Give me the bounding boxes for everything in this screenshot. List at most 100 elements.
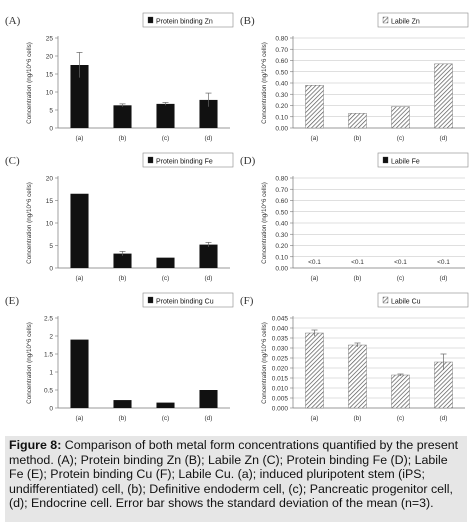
legend-label: Labile Zn <box>391 19 420 26</box>
bar-b <box>113 105 132 128</box>
x-tick-label: (d) <box>440 135 448 142</box>
y-tick-label: 0.50 <box>275 69 288 76</box>
y-axis-label: Concentration (ng/10^6 cells) <box>26 322 33 404</box>
panel-label: (F) <box>240 295 254 307</box>
panel-label: (C) <box>5 155 20 167</box>
y-tick-label: 0.70 <box>275 47 288 54</box>
legend: Protein binding Fe <box>142 152 234 168</box>
legend-label: Protein binding Zn <box>156 19 213 26</box>
bar-b <box>348 344 367 409</box>
legend: Labile Fe <box>377 152 469 168</box>
x-tick-label: (c) <box>162 135 170 142</box>
legend-label: Labile Cu <box>391 299 421 306</box>
legend-label: Protein binding Cu <box>156 299 214 306</box>
chart-panel-c: (C) Protein binding Fe 0 5 10 15 20 Concentrati… <box>5 152 234 282</box>
y-tick-label: 0.030 <box>272 346 289 353</box>
chart-panel-b: (B) Labile Zn 0.00 0.10 0.20 0.30 0.40 0.50 0.60… <box>240 12 469 142</box>
y-tick-label: 2 <box>49 334 53 341</box>
y-tick-label: 0.80 <box>275 36 288 43</box>
x-tick-label: (c) <box>397 135 405 142</box>
chart-panel-e: (E) Protein binding Cu 0 0.5 1 1.5 2 2.5 Concent… <box>5 292 234 422</box>
y-tick-label: 0.5 <box>44 388 53 395</box>
legend-swatch <box>382 296 389 304</box>
bar-a <box>305 85 324 129</box>
y-tick-label: 10 <box>46 221 54 228</box>
bar-c <box>156 257 175 268</box>
y-tick-label: 0 <box>49 406 53 413</box>
x-tick-label: (b) <box>354 135 362 142</box>
chart-panel-d: (D) Labile Fe 0.00 0.10 0.20 0.30 0.40 0.50 0.60… <box>240 152 469 282</box>
y-tick-label: 0.020 <box>272 366 289 373</box>
y-tick-label: 0.040 <box>272 326 289 333</box>
caption-text: Comparison of both metal form concentrat… <box>9 438 459 510</box>
bar-a <box>70 65 89 128</box>
legend-swatch <box>147 156 154 164</box>
y-axis-label: Concentration (ng/10^6 cells) <box>26 182 33 264</box>
bar-c <box>391 374 410 409</box>
legend-swatch <box>147 296 154 304</box>
value-label: <0.1 <box>351 259 364 266</box>
y-axis-label: Concentration (ng/10^6 cells) <box>261 182 268 264</box>
y-tick-label: 0.000 <box>272 406 289 413</box>
y-tick-label: 5 <box>49 243 53 250</box>
panel-label: (B) <box>240 15 255 27</box>
x-tick-label: (c) <box>397 415 405 422</box>
legend-swatch <box>382 16 389 24</box>
bar-a <box>70 193 89 268</box>
y-tick-label: 0.045 <box>272 316 289 323</box>
panel-label: (D) <box>240 155 256 167</box>
y-tick-label: 1.5 <box>44 352 53 359</box>
x-tick-label: (c) <box>162 415 170 422</box>
x-tick-label: (d) <box>440 415 448 422</box>
bar-b <box>348 113 367 129</box>
x-tick-label: (b) <box>354 275 362 282</box>
panel-label: (E) <box>5 295 19 307</box>
x-tick-label: (b) <box>119 275 127 282</box>
caption-title: Figure 8: <box>9 438 62 452</box>
chart-panel-a: (A) Protein binding Zn 0 5 10 15 20 25 Concentra… <box>5 12 234 142</box>
y-tick-label: 0.40 <box>275 81 288 88</box>
value-label: <0.1 <box>394 259 407 266</box>
legend: Protein binding Cu <box>142 292 234 308</box>
x-tick-label: (a) <box>76 415 84 422</box>
y-tick-label: 0.025 <box>272 356 289 363</box>
y-tick-label: 0.00 <box>275 266 288 273</box>
chart-panel-f: (F) Labile Cu 0.000 0.005 0.010 0.015 0.020 0.0… <box>240 292 469 422</box>
bar-d <box>199 390 218 408</box>
legend-label: Labile Fe <box>391 159 420 166</box>
x-tick-label: (d) <box>205 275 213 282</box>
y-tick-label: 0.80 <box>275 176 288 183</box>
y-tick-label: 0 <box>49 126 53 133</box>
y-tick-label: 0.00 <box>275 126 288 133</box>
bar-b <box>113 253 132 268</box>
y-tick-label: 0.50 <box>275 209 288 216</box>
x-tick-label: (d) <box>440 275 448 282</box>
bar-d <box>434 63 453 129</box>
legend-label: Protein binding Fe <box>156 159 213 166</box>
x-tick-label: (a) <box>311 415 319 422</box>
y-axis-label: Concentration (ng/10^6 cells) <box>261 42 268 124</box>
y-tick-label: 0.40 <box>275 221 288 228</box>
bar-d <box>199 244 218 268</box>
x-tick-label: (c) <box>162 275 170 282</box>
bar-c <box>156 402 175 408</box>
bar-c <box>391 106 410 129</box>
y-tick-label: 0.70 <box>275 187 288 194</box>
y-tick-label: 0.30 <box>275 232 288 239</box>
y-tick-label: 0.10 <box>275 254 288 261</box>
bar-a <box>305 332 324 409</box>
value-label: <0.1 <box>308 259 321 266</box>
legend: Protein binding Zn <box>142 12 234 28</box>
y-tick-label: 0.035 <box>272 336 289 343</box>
y-tick-label: 10 <box>46 90 54 97</box>
y-tick-label: 0.30 <box>275 92 288 99</box>
y-tick-label: 5 <box>49 108 53 115</box>
bar-c <box>156 103 175 128</box>
y-tick-label: 0 <box>49 266 53 273</box>
legend: Labile Cu <box>377 292 469 308</box>
y-tick-label: 15 <box>46 198 54 205</box>
legend: Labile Zn <box>377 12 469 28</box>
x-tick-label: (a) <box>76 275 84 282</box>
x-tick-label: (a) <box>311 275 319 282</box>
